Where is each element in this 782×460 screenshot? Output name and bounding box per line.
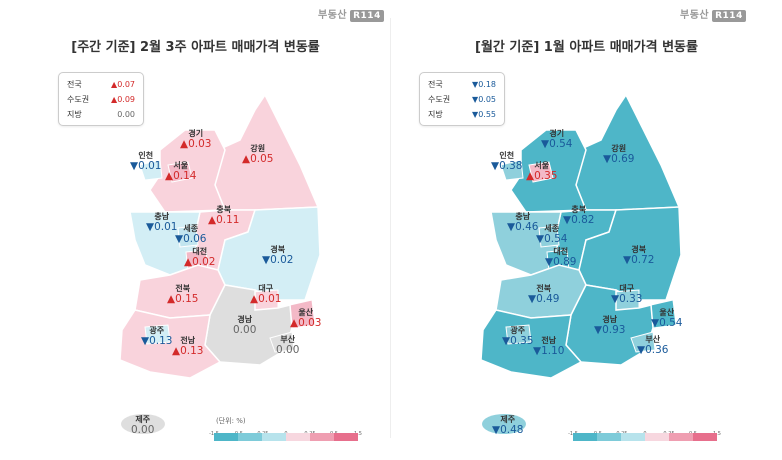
- weekly-label-jeju: 제주 0.00: [131, 415, 155, 436]
- weekly-label-busan: 부산 0.00: [276, 335, 300, 356]
- monthly-map: [480, 93, 682, 434]
- monthly-summary-box: 전국 ▼0.18 수도권 ▼0.05 지방 ▼0.55: [419, 72, 505, 126]
- region-gwangju-shape: [144, 324, 171, 345]
- region-jeju-shape: [121, 414, 165, 434]
- weekly-panel: 부동산 R114 [주간 기준] 2월 3주 아파트 매매가격 변동률: [58, 6, 384, 441]
- weekly-label-gangwon: 강원 ▲0.05: [242, 144, 274, 165]
- weekly-legend-scale: [214, 433, 358, 441]
- monthly-panel: 부동산 R114 [월간 기준] 1월 아파트 매매가격 변동률 전국 ▼0.18 …: [391, 0, 782, 460]
- monthly-label-sejong: 세종 ▼0.54: [536, 224, 568, 245]
- weekly-label-chungbuk: 충북 ▲0.11: [208, 205, 240, 226]
- monthly-label-daegu: 대구 ▼0.33: [611, 284, 643, 305]
- monthly-label-gwangju: 광주 ▼0.35: [502, 326, 534, 347]
- weekly-label-gyeongbuk: 경북 ▼0.02: [262, 245, 294, 266]
- weekly-label-seoul: 서울 ▲0.14: [165, 161, 197, 182]
- weekly-label-daejeon: 대전 ▲0.02: [184, 247, 216, 268]
- region-seoul-shape: [167, 161, 193, 183]
- weekly-label-jeonbuk: 전북 ▲0.15: [167, 284, 199, 305]
- monthly-label-seoul: 서울 ▲0.35: [526, 161, 558, 182]
- weekly-label-jeonnam: 전남 ▲0.13: [172, 336, 204, 357]
- region-sejong-shape: [538, 225, 560, 248]
- monthly-label-gyeongbuk: 경북 ▼0.72: [623, 245, 655, 266]
- summary-row-capital: 수도권 ▲0.09: [67, 95, 135, 104]
- brand-logo: 부동산 R114: [318, 6, 384, 22]
- monthly-label-daejeon: 대전 ▼0.89: [545, 247, 577, 268]
- monthly-label-jeonnam: 전남 ▼1.10: [533, 336, 565, 357]
- summary-row-national: 전국 ▲0.07: [67, 80, 135, 89]
- weekly-summary-box: 전국 ▲0.07 수도권 ▲0.09 지방 0.00: [58, 72, 144, 126]
- brand-logo: 부동산 R114: [680, 6, 746, 22]
- weekly-label-gwangju: 광주 ▼0.13: [141, 326, 173, 347]
- monthly-label-jeonbuk: 전북 ▼0.49: [528, 284, 560, 305]
- region-gwangju-shape: [505, 324, 532, 345]
- summary-row-national: 전국 ▼0.18: [428, 80, 496, 89]
- region-sejong-shape: [177, 225, 199, 248]
- monthly-label-ulsan: 울산 ▼0.54: [651, 308, 683, 329]
- monthly-legend-scale: [573, 433, 717, 441]
- weekly-label-gyeongnam: 경남 0.00: [233, 315, 257, 336]
- region-busan-shape: [630, 331, 656, 353]
- monthly-label-chungbuk: 충북 ▼0.82: [563, 205, 595, 226]
- weekly-label-chungnam: 충남 ▼0.01: [146, 212, 178, 233]
- summary-row-local: 지방 ▼0.55: [428, 110, 496, 119]
- weekly-label-sejong: 세종 ▼0.06: [175, 224, 207, 245]
- monthly-title: [월간 기준] 1월 아파트 매매가격 변동률: [475, 40, 698, 55]
- weekly-map: [119, 93, 321, 434]
- monthly-label-busan: 부산 ▼0.36: [637, 335, 669, 356]
- monthly-label-jeju: 제주 ▼0.48: [492, 415, 524, 436]
- region-seoul-shape: [528, 161, 554, 183]
- weekly-title: [주간 기준] 2월 3주 아파트 매매가격 변동률: [71, 40, 320, 55]
- region-jeju-shape: [482, 414, 526, 434]
- monthly-label-gyeonggi: 경기 ▼0.54: [541, 129, 573, 150]
- monthly-label-gangwon: 강원 ▼0.69: [603, 144, 635, 165]
- region-incheon-shape: [139, 159, 163, 181]
- region-busan-shape: [269, 331, 295, 353]
- monthly-label-chungnam: 충남 ▼0.46: [507, 212, 539, 233]
- weekly-label-daegu: 대구 ▲0.01: [250, 284, 282, 305]
- monthly-label-gyeongnam: 경남 ▼0.93: [594, 315, 626, 336]
- panel-divider: [390, 18, 391, 438]
- weekly-label-ulsan: 울산 ▲0.03: [290, 308, 322, 329]
- monthly-label-incheon: 인천 ▼0.38: [491, 151, 523, 172]
- weekly-label-incheon: 인천 ▼0.01: [130, 151, 162, 172]
- weekly-legend-unit: (단위: %): [216, 417, 246, 425]
- summary-row-capital: 수도권 ▼0.05: [428, 95, 496, 104]
- region-incheon-shape: [500, 159, 524, 181]
- weekly-label-gyeonggi: 경기 ▲0.03: [180, 129, 212, 150]
- summary-row-local: 지방 0.00: [67, 110, 135, 119]
